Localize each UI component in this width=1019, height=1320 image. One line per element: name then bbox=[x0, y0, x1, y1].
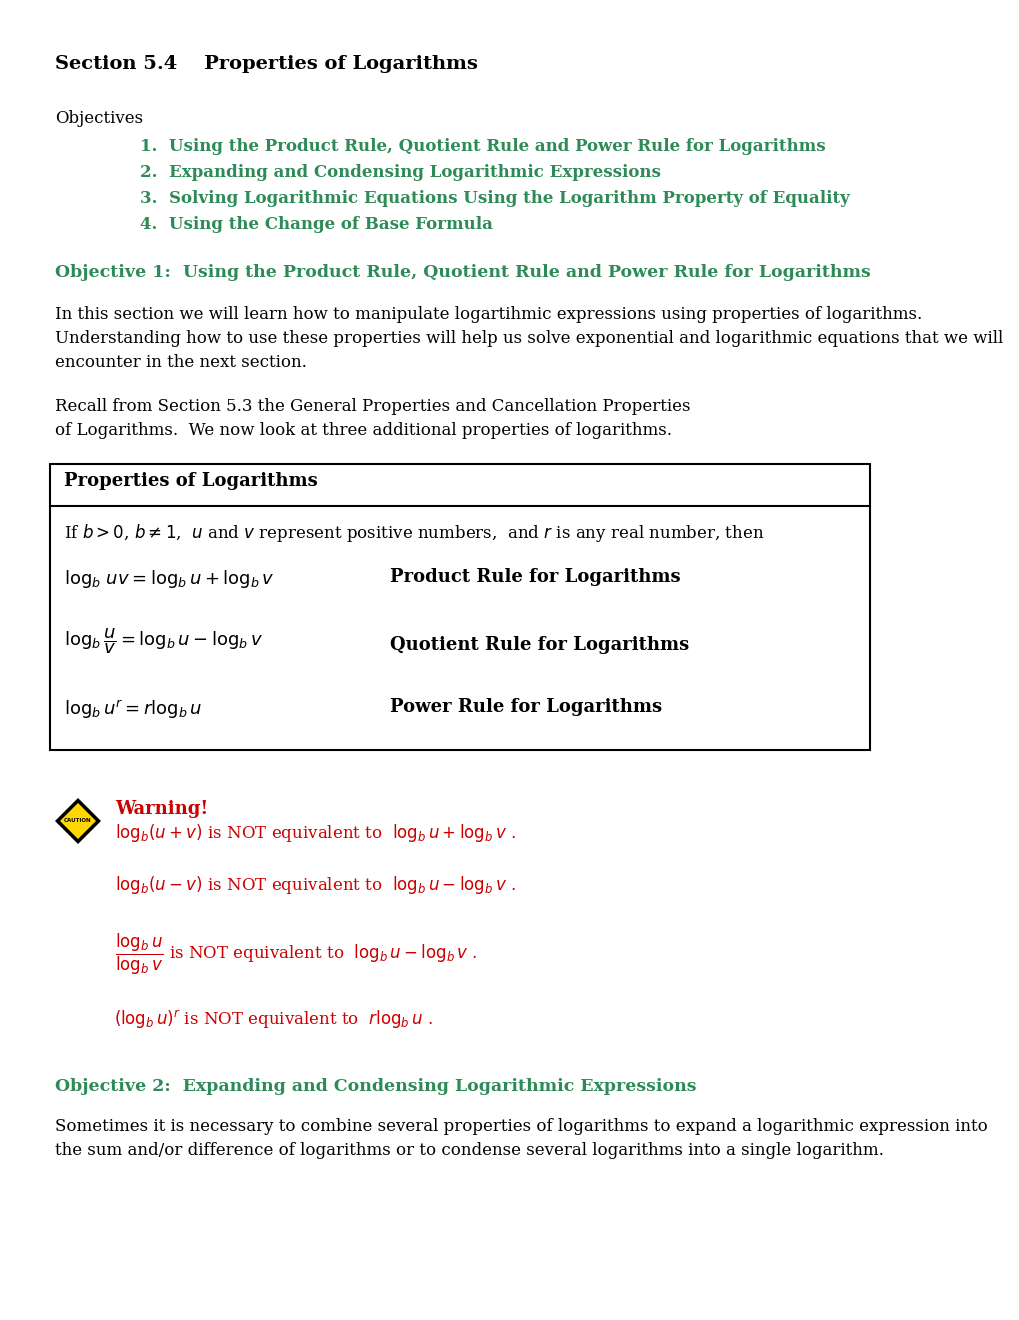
Text: $\log_b\!\left(u-v\right)$ is NOT equivalent to  $\log_b u-\log_b v$ .: $\log_b\!\left(u-v\right)$ is NOT equiva… bbox=[115, 874, 516, 896]
Text: Properties of Logarithms: Properties of Logarithms bbox=[64, 473, 318, 490]
Text: $\dfrac{\log_b u}{\log_b v}$ is NOT equivalent to  $\log_b u - \log_b v$ .: $\dfrac{\log_b u}{\log_b v}$ is NOT equi… bbox=[115, 932, 477, 977]
Text: Understanding how to use these properties will help us solve exponential and log: Understanding how to use these propertie… bbox=[55, 330, 1003, 347]
Text: Objectives: Objectives bbox=[55, 110, 143, 127]
Polygon shape bbox=[60, 803, 96, 840]
Text: Product Rule for Logarithms: Product Rule for Logarithms bbox=[389, 568, 680, 586]
Text: If $b>0$, $b\neq1$,  $u$ and $v$ represent positive numbers,  and $r$ is any rea: If $b>0$, $b\neq1$, $u$ and $v$ represen… bbox=[64, 521, 763, 544]
Text: Sometimes it is necessary to combine several properties of logarithms to expand : Sometimes it is necessary to combine sev… bbox=[55, 1118, 986, 1135]
Text: Recall from Section 5.3 the General Properties and Cancellation Properties: Recall from Section 5.3 the General Prop… bbox=[55, 399, 690, 414]
Polygon shape bbox=[55, 799, 101, 843]
Text: $\log_b\!\left(u+v\right)$ is NOT equivalent to  $\log_b u+\log_b v$ .: $\log_b\!\left(u+v\right)$ is NOT equiva… bbox=[115, 822, 516, 843]
Text: $\log_b u^r = r\log_b u$: $\log_b u^r = r\log_b u$ bbox=[64, 698, 202, 721]
Text: encounter in the next section.: encounter in the next section. bbox=[55, 354, 307, 371]
FancyBboxPatch shape bbox=[50, 465, 869, 750]
Text: Warning!: Warning! bbox=[115, 800, 208, 818]
Text: the sum and/or difference of logarithms or to condense several logarithms into a: the sum and/or difference of logarithms … bbox=[55, 1142, 883, 1159]
Text: In this section we will learn how to manipulate logartihmic expressions using pr: In this section we will learn how to man… bbox=[55, 306, 921, 323]
Text: $\log_b \dfrac{u}{v} = \log_b u - \log_b v$: $\log_b \dfrac{u}{v} = \log_b u - \log_b… bbox=[64, 626, 263, 656]
Text: 1.  Using the Product Rule, Quotient Rule and Power Rule for Logarithms: 1. Using the Product Rule, Quotient Rule… bbox=[140, 139, 824, 154]
Text: CAUTION: CAUTION bbox=[64, 818, 92, 824]
Text: Objective 2:  Expanding and Condensing Logarithmic Expressions: Objective 2: Expanding and Condensing Lo… bbox=[55, 1078, 696, 1096]
Text: 2.  Expanding and Condensing Logarithmic Expressions: 2. Expanding and Condensing Logarithmic … bbox=[140, 164, 660, 181]
Text: Quotient Rule for Logarithms: Quotient Rule for Logarithms bbox=[389, 636, 689, 653]
Text: 4.  Using the Change of Base Formula: 4. Using the Change of Base Formula bbox=[140, 216, 492, 234]
Text: Section 5.4    Properties of Logarithms: Section 5.4 Properties of Logarithms bbox=[55, 55, 478, 73]
Text: 3.  Solving Logarithmic Equations Using the Logarithm Property of Equality: 3. Solving Logarithmic Equations Using t… bbox=[140, 190, 849, 207]
Text: of Logarithms.  We now look at three additional properties of logarithms.: of Logarithms. We now look at three addi… bbox=[55, 422, 672, 440]
Text: Power Rule for Logarithms: Power Rule for Logarithms bbox=[389, 698, 661, 715]
Text: Objective 1:  Using the Product Rule, Quotient Rule and Power Rule for Logarithm: Objective 1: Using the Product Rule, Quo… bbox=[55, 264, 870, 281]
Text: $\!\left(\log_b u\right)^r$ is NOT equivalent to  $r\log_b u$ .: $\!\left(\log_b u\right)^r$ is NOT equiv… bbox=[115, 1008, 433, 1031]
Text: $\log_b\, uv = \log_b u + \log_b v$: $\log_b\, uv = \log_b u + \log_b v$ bbox=[64, 568, 274, 590]
